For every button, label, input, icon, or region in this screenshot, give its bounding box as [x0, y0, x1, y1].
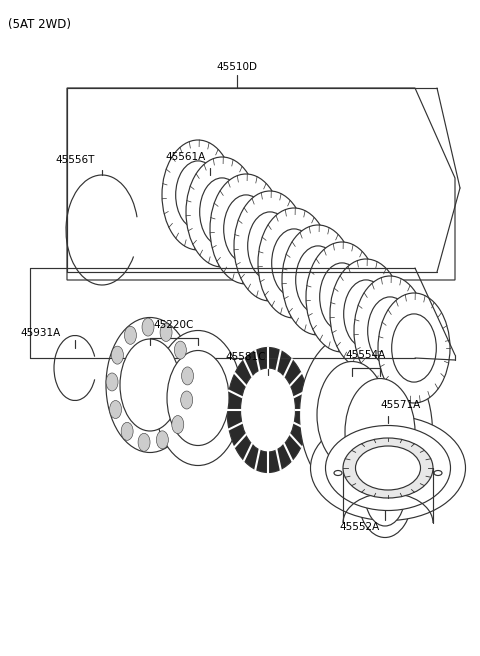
Ellipse shape: [200, 178, 244, 246]
Ellipse shape: [317, 361, 387, 468]
Ellipse shape: [124, 326, 136, 344]
Ellipse shape: [162, 140, 234, 250]
Ellipse shape: [106, 373, 118, 391]
Ellipse shape: [234, 191, 306, 301]
Ellipse shape: [224, 195, 268, 263]
Ellipse shape: [330, 259, 402, 369]
Ellipse shape: [311, 415, 466, 520]
Text: 45561A: 45561A: [165, 152, 205, 162]
Ellipse shape: [345, 379, 415, 485]
Ellipse shape: [368, 297, 412, 365]
Ellipse shape: [106, 318, 194, 453]
Ellipse shape: [181, 367, 193, 385]
Ellipse shape: [300, 334, 405, 496]
Ellipse shape: [138, 433, 150, 451]
Ellipse shape: [174, 341, 186, 359]
Ellipse shape: [356, 446, 420, 490]
Ellipse shape: [354, 276, 426, 386]
Ellipse shape: [120, 339, 180, 431]
Ellipse shape: [154, 331, 242, 466]
Ellipse shape: [186, 157, 258, 267]
Text: 45510D: 45510D: [216, 62, 257, 72]
Ellipse shape: [160, 323, 172, 341]
Ellipse shape: [180, 391, 192, 409]
Text: 45581C: 45581C: [225, 352, 265, 362]
Ellipse shape: [334, 470, 342, 476]
Ellipse shape: [306, 242, 378, 352]
Ellipse shape: [343, 438, 433, 498]
Ellipse shape: [248, 212, 292, 280]
Ellipse shape: [240, 368, 296, 452]
Ellipse shape: [327, 351, 432, 513]
Ellipse shape: [296, 246, 340, 314]
Ellipse shape: [282, 225, 354, 335]
Ellipse shape: [320, 263, 364, 331]
Ellipse shape: [378, 293, 450, 403]
Ellipse shape: [121, 422, 133, 440]
Ellipse shape: [210, 174, 282, 284]
Ellipse shape: [358, 453, 412, 537]
Ellipse shape: [111, 346, 123, 364]
Text: 45571A: 45571A: [380, 400, 420, 410]
Ellipse shape: [258, 208, 330, 318]
Ellipse shape: [325, 426, 451, 510]
Text: 45552A: 45552A: [340, 522, 380, 532]
Ellipse shape: [227, 348, 309, 472]
Ellipse shape: [344, 280, 388, 348]
Ellipse shape: [142, 318, 154, 336]
Text: 45931A: 45931A: [20, 328, 60, 338]
Ellipse shape: [172, 415, 184, 434]
Ellipse shape: [392, 314, 436, 382]
Ellipse shape: [156, 431, 168, 449]
Ellipse shape: [365, 464, 405, 526]
Text: 45220C: 45220C: [154, 320, 194, 330]
Ellipse shape: [434, 470, 442, 476]
Ellipse shape: [272, 229, 316, 297]
Ellipse shape: [167, 350, 229, 445]
Text: 45554A: 45554A: [346, 350, 386, 360]
Text: 45556T: 45556T: [55, 155, 95, 165]
Text: (5AT 2WD): (5AT 2WD): [8, 18, 71, 31]
Ellipse shape: [176, 161, 220, 229]
Ellipse shape: [109, 401, 121, 419]
